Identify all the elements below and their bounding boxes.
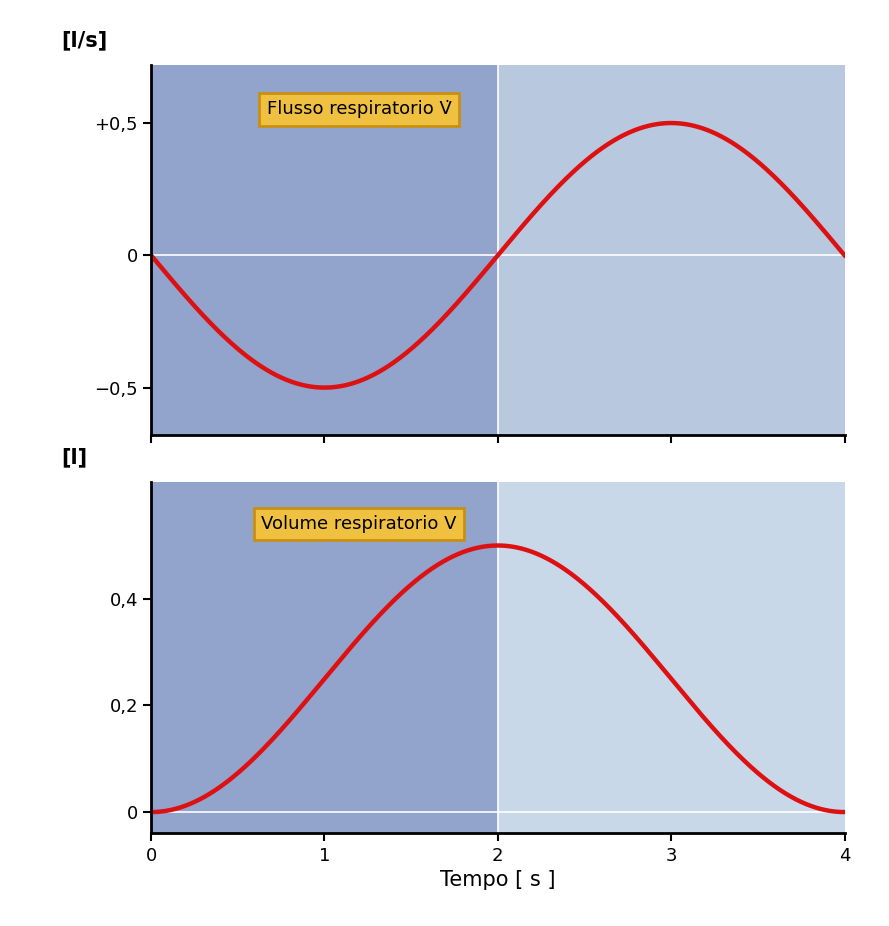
Bar [498, 482, 845, 833]
Text: Volume respiratorio V: Volume respiratorio V [261, 515, 457, 532]
Text: [l]: [l] [61, 447, 87, 468]
Text: Flusso respiratorio V̇: Flusso respiratorio V̇ [267, 100, 452, 119]
Bar [151, 65, 498, 435]
Text: [l/s]: [l/s] [61, 30, 108, 50]
Bar [498, 65, 845, 435]
X-axis label: Tempo [ s ]: Tempo [ s ] [440, 870, 556, 890]
Bar [151, 482, 498, 833]
